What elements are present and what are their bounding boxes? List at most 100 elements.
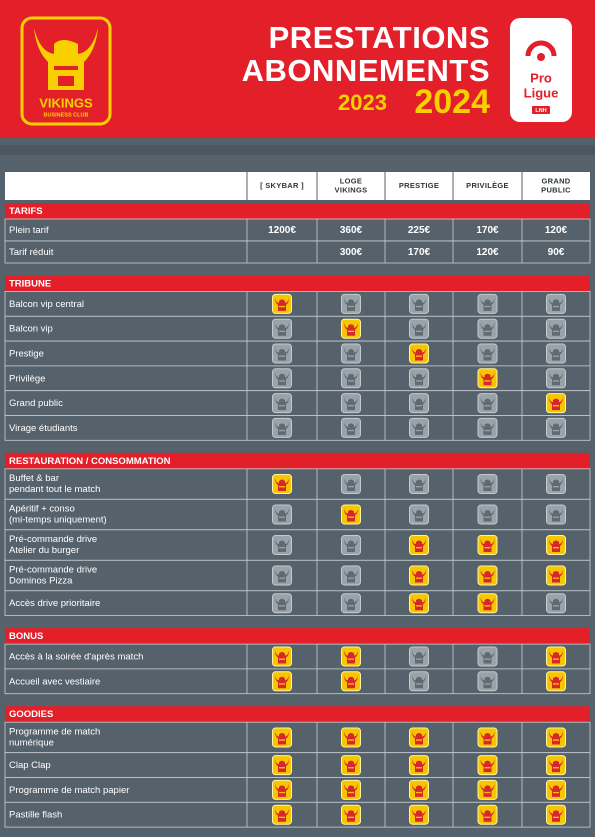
icon-excluded bbox=[341, 393, 361, 414]
icon-eyes bbox=[484, 547, 491, 549]
icon-eyes bbox=[484, 355, 491, 357]
icon-eyes bbox=[484, 816, 491, 818]
icon-included bbox=[272, 293, 292, 314]
icon-included bbox=[546, 755, 566, 776]
icon-excluded bbox=[409, 646, 429, 667]
icon-face bbox=[549, 297, 563, 311]
icon-included bbox=[409, 804, 429, 825]
year-start: 2023 bbox=[338, 90, 387, 115]
title-line: ABONNEMENTS bbox=[242, 53, 490, 88]
icon-eyes bbox=[348, 486, 354, 488]
icon-face bbox=[412, 297, 426, 311]
section-bar bbox=[5, 203, 590, 219]
icon-face bbox=[344, 347, 358, 361]
row-label: Balcon vip bbox=[9, 324, 53, 335]
icon-included bbox=[409, 727, 429, 748]
icon-included bbox=[477, 593, 498, 614]
icon-eyes bbox=[553, 486, 559, 488]
icon-excluded bbox=[477, 293, 498, 314]
icon-eyes bbox=[279, 486, 285, 488]
icon-eyes bbox=[484, 791, 491, 794]
price: 360€ bbox=[340, 225, 363, 236]
column-header: PRESTIGE bbox=[399, 181, 439, 190]
row-label: Accès drive prioritaire bbox=[9, 598, 100, 609]
icon-face bbox=[344, 478, 358, 492]
icon-face bbox=[480, 597, 495, 611]
icon-excluded bbox=[477, 318, 498, 339]
icon-excluded bbox=[272, 593, 292, 614]
icon-face bbox=[275, 347, 289, 361]
icon-eyes bbox=[553, 739, 559, 741]
section-bar bbox=[5, 628, 590, 645]
icon-eyes bbox=[553, 516, 559, 518]
section-title: GOODIES bbox=[9, 709, 53, 720]
icon-included bbox=[546, 779, 566, 800]
row-label: Buffet & bar bbox=[9, 473, 59, 484]
icon-face bbox=[275, 421, 289, 435]
icon-included bbox=[272, 804, 292, 825]
icon-eyes bbox=[279, 547, 285, 549]
icon-excluded bbox=[477, 417, 498, 438]
icon-face bbox=[412, 347, 426, 361]
icon-excluded bbox=[272, 565, 292, 586]
price: 300€ bbox=[340, 247, 363, 258]
icon-face bbox=[344, 783, 358, 797]
icon-face bbox=[275, 539, 289, 553]
icon-excluded bbox=[272, 535, 292, 556]
icon-face bbox=[412, 478, 426, 492]
icon-eyes bbox=[553, 380, 559, 382]
icon-face bbox=[412, 675, 426, 689]
icon-face bbox=[275, 808, 289, 822]
icon-included bbox=[546, 804, 566, 825]
icon-included bbox=[341, 504, 361, 525]
row-label: Pré-commande drive bbox=[9, 534, 97, 545]
column-header: PUBLIC bbox=[541, 185, 571, 194]
row-label: Privilège bbox=[9, 373, 45, 384]
icon-face bbox=[480, 421, 495, 435]
row-label: Atelier du burger bbox=[9, 545, 79, 556]
icon-face bbox=[344, 297, 358, 311]
icon-face bbox=[344, 421, 358, 435]
icon-face bbox=[275, 322, 289, 336]
row-label: Accès à la soirée d'après match bbox=[9, 652, 143, 663]
icon-excluded bbox=[341, 535, 361, 556]
icon-eyes bbox=[416, 405, 422, 407]
icon-face bbox=[275, 783, 289, 797]
icon-excluded bbox=[272, 417, 292, 438]
icon-eyes bbox=[279, 405, 285, 407]
icon-eyes bbox=[348, 816, 354, 818]
icon-eyes bbox=[348, 330, 354, 332]
icon-included bbox=[477, 535, 498, 556]
icon-eyes bbox=[279, 658, 285, 660]
row-label: pendant tout le match bbox=[9, 484, 100, 495]
icon-face bbox=[275, 759, 289, 773]
icon-included bbox=[272, 474, 292, 495]
icon-face bbox=[549, 347, 563, 361]
icon-eyes bbox=[553, 683, 559, 685]
icon-eyes bbox=[279, 767, 285, 769]
row bbox=[4, 752, 591, 778]
icon-face bbox=[412, 650, 426, 664]
icon-face bbox=[275, 675, 289, 689]
icon-eyes bbox=[416, 658, 422, 660]
icon-face bbox=[480, 372, 495, 386]
price: 90€ bbox=[548, 247, 565, 258]
icon-face bbox=[412, 508, 426, 522]
row bbox=[4, 390, 591, 416]
icon-included bbox=[341, 727, 361, 748]
icon-eyes bbox=[416, 767, 422, 769]
icon-face bbox=[412, 569, 426, 583]
icon-eyes bbox=[348, 405, 354, 407]
row-label: (mi-temps uniquement) bbox=[9, 515, 107, 526]
icon-eyes bbox=[484, 405, 491, 407]
icon-included bbox=[341, 671, 361, 692]
icon-eyes bbox=[348, 605, 354, 607]
icon-face bbox=[549, 759, 563, 773]
icon-eyes bbox=[279, 577, 285, 579]
icon-included bbox=[341, 646, 361, 667]
icon-face bbox=[549, 539, 563, 553]
icon-face bbox=[412, 759, 426, 773]
icon-face bbox=[480, 569, 495, 583]
icon-included bbox=[409, 593, 429, 614]
